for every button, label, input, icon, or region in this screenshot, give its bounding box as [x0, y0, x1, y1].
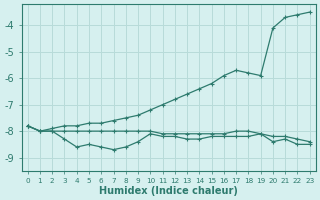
X-axis label: Humidex (Indice chaleur): Humidex (Indice chaleur) — [99, 186, 238, 196]
